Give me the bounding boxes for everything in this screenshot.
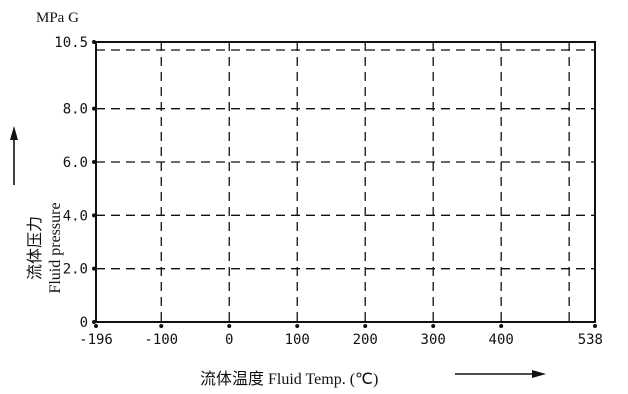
- y-axis-arrow: [10, 126, 18, 185]
- x-tick-label: 300: [421, 332, 446, 348]
- y-tick-label: 4.0: [63, 208, 88, 224]
- y-tick-label: 10.5: [54, 35, 88, 51]
- x-axis-arrow: [455, 370, 546, 378]
- x-tick-label: 538: [578, 332, 603, 348]
- grid-layer: [96, 42, 595, 322]
- x-tick-mark: [499, 324, 504, 328]
- x-tick-mark: [593, 324, 597, 328]
- x-tick-label: 200: [353, 332, 378, 348]
- x-tick-label: 0: [225, 332, 233, 348]
- y-axis-title-zh: 流体压力: [26, 216, 44, 280]
- x-tick-label: -100: [144, 332, 178, 348]
- x-tick-mark: [227, 324, 232, 328]
- y-tick-mark: [92, 160, 96, 164]
- y-tick-mark: [92, 320, 96, 324]
- x-tick-mark: [295, 324, 300, 328]
- x-tick-label: 400: [489, 332, 514, 348]
- x-tick-mark: [159, 324, 164, 328]
- plot-frame: [95, 41, 596, 323]
- y-tick-label: 6.0: [63, 155, 88, 171]
- x-tick-mark: [363, 324, 368, 328]
- y-tick-mark: [92, 106, 96, 111]
- x-tick-mark: [431, 324, 436, 328]
- y-axis-unit: MPa G: [36, 10, 79, 26]
- x-tick-label: 100: [285, 332, 310, 348]
- tick-layer: 0 2.0 4.0 6.0 8.0 10.5 -196 -100 0 100 200 300 400 53…: [54, 35, 603, 348]
- y-tick-mark: [92, 266, 96, 271]
- x-axis-title: 流体温度 Fluid Temp. (℃): [200, 370, 378, 388]
- y-axis-title-en: Fluid pressure: [47, 202, 64, 293]
- x-tick-mark: [94, 324, 98, 328]
- y-axis-title: 流体压力 Fluid pressure: [26, 202, 64, 293]
- y-tick-label: 2.0: [63, 262, 88, 278]
- y-tick-mark: [92, 40, 96, 44]
- y-tick-label: 8.0: [63, 102, 88, 118]
- y-tick-mark: [92, 213, 96, 218]
- y-tick-label: 0: [80, 315, 88, 331]
- x-tick-label: -196: [79, 332, 113, 348]
